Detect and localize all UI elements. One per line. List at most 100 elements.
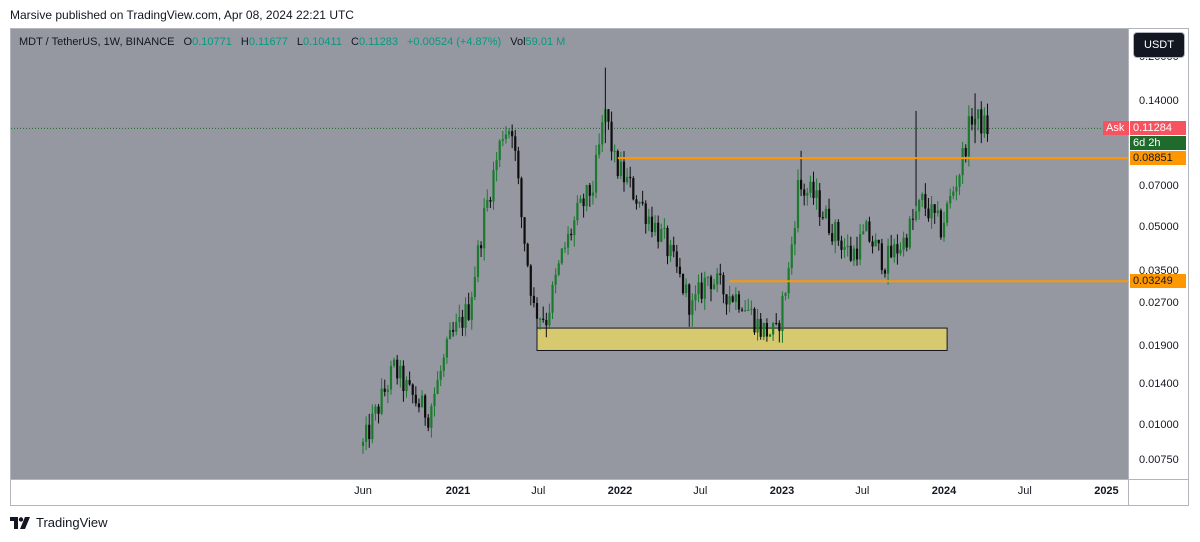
candle-body xyxy=(871,241,874,247)
candle-body xyxy=(430,406,433,428)
candle-body xyxy=(653,222,657,232)
time-axis-tick: 2023 xyxy=(769,485,795,497)
candle-body xyxy=(464,304,467,328)
candle-body xyxy=(479,245,483,249)
candle-body xyxy=(417,403,421,408)
candle-body xyxy=(408,380,411,385)
candle-body xyxy=(371,413,374,440)
candle-body xyxy=(918,200,921,212)
candle-body xyxy=(750,308,753,310)
candle-body xyxy=(874,239,877,247)
candle-body xyxy=(563,247,567,249)
candle-body xyxy=(946,203,949,223)
candle-body xyxy=(955,186,958,192)
candle-body xyxy=(526,243,529,266)
candle-body xyxy=(983,115,986,134)
support-price-label: 0.03249 xyxy=(1130,274,1186,289)
candle-body xyxy=(380,388,383,414)
candle-body xyxy=(386,389,389,392)
candle-body xyxy=(827,208,831,234)
candle-body xyxy=(939,210,942,238)
candle-body xyxy=(622,161,626,183)
close-value: 0.11283 xyxy=(358,36,398,48)
candle-body xyxy=(706,276,709,278)
price-axis-tick: 0.01900 xyxy=(1139,340,1179,353)
candle-body xyxy=(824,208,828,219)
chart-pane[interactable]: MDT / TetherUS, 1W, BINANCE O0.10771 H0.… xyxy=(11,29,1128,479)
candle-body xyxy=(970,116,974,125)
candle-body xyxy=(865,221,868,232)
price-axis-tick: 0.05000 xyxy=(1139,221,1179,234)
candle-body xyxy=(958,175,961,187)
candle-body xyxy=(607,109,610,122)
candle-body xyxy=(759,318,762,337)
candle-body xyxy=(365,424,368,442)
footer-brand: TradingView xyxy=(36,515,108,530)
candle-body xyxy=(532,295,535,303)
low-label: L xyxy=(296,36,304,48)
candle-body xyxy=(647,216,650,225)
candle-body xyxy=(610,121,613,152)
candle-body xyxy=(709,276,713,290)
candle-body xyxy=(389,365,393,390)
candle-body xyxy=(619,161,622,176)
candle-body xyxy=(986,115,989,135)
candle-body xyxy=(914,211,918,220)
candle-body xyxy=(448,329,452,340)
candle-body xyxy=(859,234,862,260)
candle-body xyxy=(514,136,517,151)
ask-price-label: 0.11284 xyxy=(1130,121,1186,136)
candle-body xyxy=(930,204,933,219)
candle-body xyxy=(554,274,557,285)
candle-body xyxy=(545,319,548,326)
candle-body xyxy=(927,208,930,219)
candle-body xyxy=(712,284,716,290)
candle-body xyxy=(762,322,765,337)
high-value: 0.11677 xyxy=(248,36,288,48)
axis-corner xyxy=(1128,479,1188,505)
candle-body xyxy=(952,191,955,196)
candle-body xyxy=(809,181,812,193)
candle-body xyxy=(467,304,470,320)
candle-body xyxy=(402,365,405,392)
candle-body xyxy=(660,228,663,242)
tradingview-logo-icon xyxy=(10,516,30,529)
candle-body xyxy=(703,277,706,299)
candle-body xyxy=(694,294,697,301)
candle-body xyxy=(461,316,464,328)
time-axis-tick: 2024 xyxy=(931,485,957,497)
candle-body xyxy=(840,240,843,250)
candle-body xyxy=(588,185,591,196)
candle-body xyxy=(445,339,449,358)
candle-body xyxy=(834,221,837,242)
candle-body xyxy=(831,233,834,242)
price-axis[interactable] xyxy=(1128,29,1188,479)
candle-body xyxy=(551,284,554,313)
chart-container[interactable]: MDT / TetherUS, 1W, BINANCE O0.10771 H0.… xyxy=(10,28,1189,506)
time-axis[interactable] xyxy=(11,479,1128,505)
candle-body xyxy=(594,154,598,193)
candle-body xyxy=(483,207,486,249)
candle-body xyxy=(784,293,787,296)
candle-body xyxy=(877,239,880,244)
candle-body xyxy=(601,122,604,145)
candle-body xyxy=(591,192,595,196)
candle-body xyxy=(399,365,402,379)
candle-body xyxy=(890,245,893,258)
candle-body xyxy=(756,318,759,333)
candle-body xyxy=(542,318,545,320)
price-axis-tick: 0.00750 xyxy=(1139,454,1179,467)
candle-body xyxy=(666,227,669,257)
candle-body xyxy=(392,359,396,366)
candle-body xyxy=(507,131,511,135)
candle-body xyxy=(815,190,818,198)
time-axis-tick: Jun xyxy=(354,485,372,497)
candle-body xyxy=(566,233,570,248)
demand-zone-rect xyxy=(536,327,948,351)
currency-button[interactable]: USDT xyxy=(1133,32,1185,58)
candle-body xyxy=(495,160,498,171)
candle-body xyxy=(414,394,417,404)
candle-body xyxy=(368,424,371,440)
candle-body xyxy=(638,201,641,204)
candle-body xyxy=(539,318,542,320)
